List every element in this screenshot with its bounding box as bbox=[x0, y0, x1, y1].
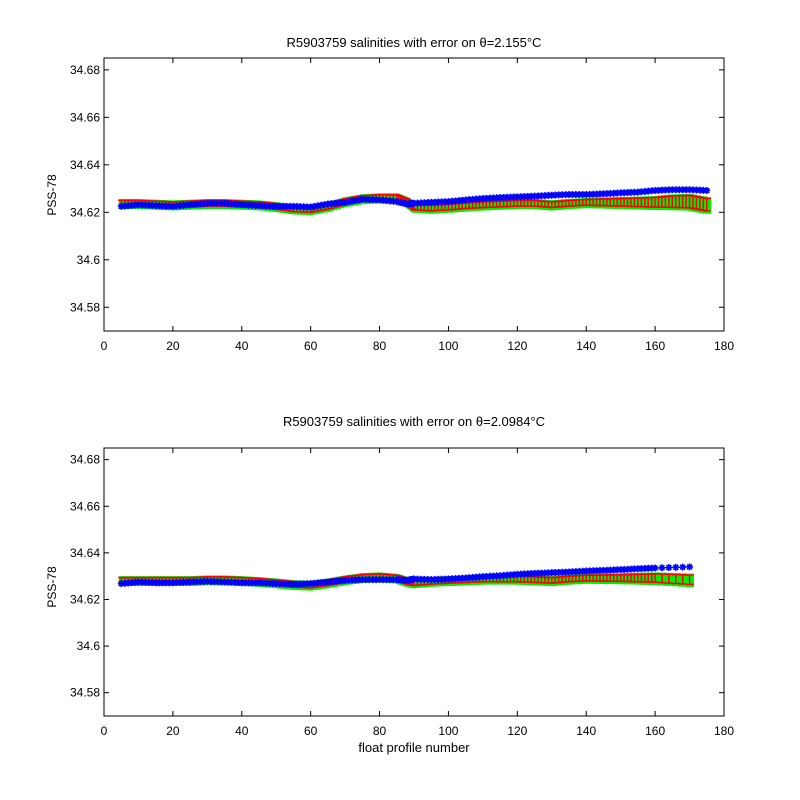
x-tick-label: 20 bbox=[166, 724, 180, 738]
x-tick-label: 40 bbox=[235, 339, 249, 353]
x-tick-label: 80 bbox=[373, 339, 387, 353]
y-axis-label: PSS-78 bbox=[45, 566, 59, 608]
y-tick-label: 34.58 bbox=[70, 300, 100, 314]
y-tick-label: 34.58 bbox=[70, 686, 100, 700]
chart-title: R5903759 salinities with error on θ=2.09… bbox=[283, 414, 545, 429]
y-tick-label: 34.64 bbox=[70, 546, 100, 560]
y-tick-label: 34.68 bbox=[70, 453, 100, 467]
data-point bbox=[679, 563, 687, 571]
x-tick-label: 100 bbox=[438, 339, 458, 353]
y-tick-label: 34.6 bbox=[77, 639, 101, 653]
data-point bbox=[658, 564, 666, 572]
x-tick-label: 20 bbox=[166, 339, 180, 353]
axes-frame bbox=[103, 447, 725, 717]
plot-area bbox=[117, 186, 712, 216]
x-tick-label: 60 bbox=[304, 724, 318, 738]
x-tick-label: 100 bbox=[438, 724, 458, 738]
chart-bottom: R5903759 salinities with error on θ=2.09… bbox=[45, 414, 734, 755]
x-tick-label: 120 bbox=[507, 724, 527, 738]
y-tick-label: 34.62 bbox=[70, 592, 100, 606]
chart-title: R5903759 salinities with error on θ=2.15… bbox=[287, 35, 542, 50]
data-point bbox=[651, 564, 659, 572]
x-tick-label: 0 bbox=[101, 724, 108, 738]
y-tick-label: 34.6 bbox=[77, 253, 101, 267]
x-tick-label: 140 bbox=[576, 339, 596, 353]
y-axis-label: PSS-78 bbox=[45, 174, 59, 216]
chart-top: R5903759 salinities with error on θ=2.15… bbox=[45, 35, 734, 353]
data-point bbox=[686, 563, 694, 571]
x-tick-label: 180 bbox=[714, 339, 734, 353]
y-tick-label: 34.64 bbox=[70, 158, 100, 172]
y-ticks: 34.58 34.6 34.62 34.64 34.66 34.68 bbox=[70, 63, 724, 314]
x-tick-label: 0 bbox=[101, 339, 108, 353]
y-ticks: 34.58 34.6 34.62 34.64 34.66 34.68 bbox=[70, 453, 724, 700]
axes-frame bbox=[103, 57, 725, 332]
x-tick-label: 180 bbox=[714, 724, 734, 738]
x-tick-label: 80 bbox=[373, 724, 387, 738]
x-tick-label: 40 bbox=[235, 724, 249, 738]
x-ticks: 0 20 40 60 80 100 120 140 160 180 bbox=[101, 58, 734, 353]
x-axis-label: float profile number bbox=[358, 740, 470, 755]
x-tick-label: 120 bbox=[507, 339, 527, 353]
x-tick-label: 160 bbox=[645, 724, 665, 738]
y-tick-label: 34.66 bbox=[70, 110, 100, 124]
y-tick-label: 34.68 bbox=[70, 63, 100, 77]
x-tick-label: 60 bbox=[304, 339, 318, 353]
data-point bbox=[672, 563, 680, 571]
y-tick-label: 34.62 bbox=[70, 205, 100, 219]
x-ticks: 0 20 40 60 80 100 120 140 160 180 bbox=[101, 448, 734, 738]
x-tick-label: 160 bbox=[645, 339, 665, 353]
plot-area bbox=[117, 563, 695, 591]
y-tick-label: 34.66 bbox=[70, 499, 100, 513]
data-point bbox=[665, 564, 673, 572]
data-point bbox=[703, 186, 711, 194]
x-tick-label: 140 bbox=[576, 724, 596, 738]
